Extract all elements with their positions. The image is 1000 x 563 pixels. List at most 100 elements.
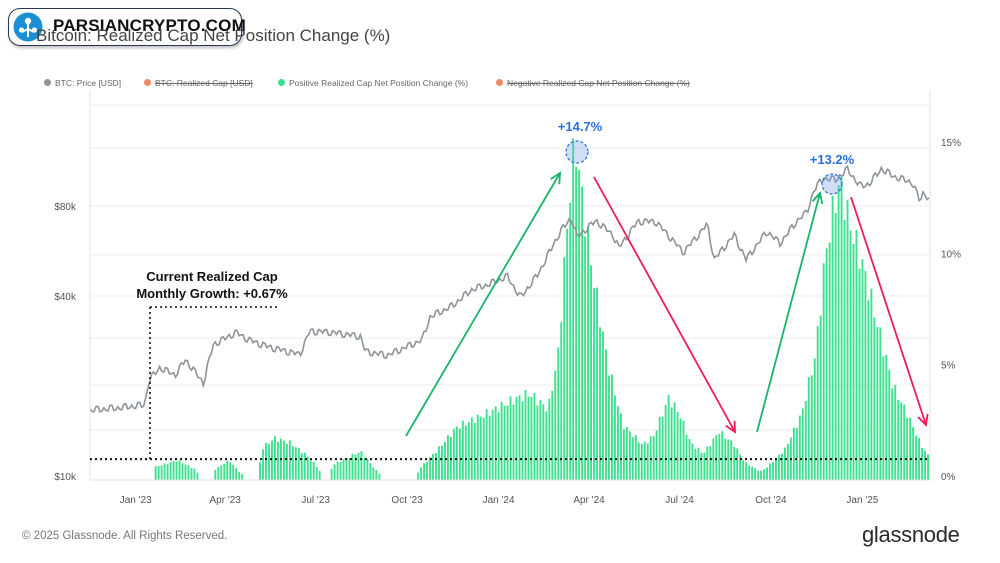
bar	[336, 461, 339, 480]
bar	[429, 457, 431, 480]
bar	[500, 401, 503, 480]
bar	[360, 451, 363, 480]
bar	[745, 462, 748, 480]
bar	[348, 457, 351, 480]
bar	[330, 468, 333, 480]
bar	[664, 404, 667, 480]
bar	[220, 465, 223, 480]
bar	[775, 457, 777, 480]
legend-item-realized-cap[interactable]: BTC: Realized Cap [USD]	[144, 78, 253, 88]
bar	[610, 374, 613, 480]
bar	[160, 465, 163, 480]
positive-change-bars	[154, 138, 930, 481]
bar	[909, 417, 912, 480]
bar	[441, 445, 443, 480]
bar	[870, 288, 873, 480]
bar	[679, 418, 682, 480]
bar	[777, 454, 780, 480]
bar	[351, 453, 354, 480]
bar	[888, 369, 891, 480]
bar	[291, 446, 294, 480]
bar	[169, 462, 172, 480]
bar	[467, 421, 470, 480]
bar	[229, 462, 232, 480]
bar	[640, 443, 643, 480]
growth-label-line1: Current Realized Cap	[146, 269, 278, 284]
bar	[238, 471, 241, 480]
bar	[166, 464, 169, 480]
bar	[306, 456, 309, 480]
bar	[563, 257, 566, 480]
bar	[622, 429, 625, 480]
bar	[548, 398, 551, 480]
bar	[757, 470, 760, 480]
bar	[232, 464, 235, 480]
bar	[849, 230, 852, 480]
bar	[658, 416, 661, 480]
bar	[673, 402, 676, 480]
up-arrow-2	[756, 192, 821, 433]
down-arrow-2-head	[917, 413, 929, 427]
bar	[363, 457, 366, 480]
peak-marker-1	[565, 140, 589, 164]
legend-item-positive-change[interactable]: Positive Realized Cap Net Position Chang…	[278, 78, 468, 88]
bar	[879, 327, 882, 480]
bar	[536, 405, 539, 480]
bar	[628, 431, 631, 480]
bar	[751, 466, 754, 480]
bar	[718, 433, 721, 480]
bar	[730, 440, 733, 480]
bar	[748, 465, 751, 480]
price-line	[89, 164, 930, 413]
bar	[605, 349, 607, 480]
bar	[703, 452, 706, 480]
gridlines	[90, 104, 930, 431]
x-tick-label: Jan '23	[120, 495, 152, 506]
peak-marker-2	[821, 173, 843, 195]
legend-item-negative-change[interactable]: Negative Realized Cap Net Position Chang…	[496, 78, 690, 88]
bar	[587, 226, 590, 480]
bar	[235, 467, 238, 480]
legend-item-btc-price[interactable]: BTC: Price [USD]	[44, 78, 121, 88]
bar	[157, 466, 160, 480]
bar	[721, 431, 724, 480]
bar	[542, 404, 545, 480]
bar	[792, 427, 795, 480]
bar	[873, 317, 876, 480]
down-arrow-2	[850, 196, 927, 426]
bar	[432, 453, 434, 480]
bar	[634, 435, 637, 480]
bar	[294, 447, 297, 480]
bar	[473, 422, 476, 480]
bar	[828, 242, 831, 480]
bar	[184, 464, 187, 480]
bar	[530, 396, 533, 480]
bar	[187, 465, 190, 480]
bar	[262, 449, 264, 480]
chart-title: Bitcoin: Realized Cap Net Position Chang…	[36, 26, 391, 45]
bar	[861, 259, 864, 480]
copyright-text: © 2025 Glassnode. All Rights Reserved.	[22, 530, 228, 542]
bar	[858, 268, 861, 480]
bar	[339, 461, 342, 480]
bar	[846, 199, 849, 480]
bar	[265, 442, 267, 480]
bar	[769, 463, 771, 480]
legend-dot-icon	[144, 79, 151, 86]
bar	[435, 452, 437, 480]
bar	[682, 420, 685, 480]
bar	[694, 448, 697, 480]
bar	[578, 169, 581, 480]
bar	[760, 470, 763, 480]
bar	[488, 415, 491, 480]
bar	[509, 396, 512, 480]
bar	[345, 457, 348, 480]
bar	[276, 441, 279, 480]
bar	[783, 447, 786, 480]
bar	[590, 265, 593, 480]
bar	[780, 453, 783, 480]
bar	[709, 446, 712, 480]
bar	[303, 452, 306, 480]
down-arrow-1-head	[725, 420, 736, 434]
price-series	[89, 164, 930, 413]
